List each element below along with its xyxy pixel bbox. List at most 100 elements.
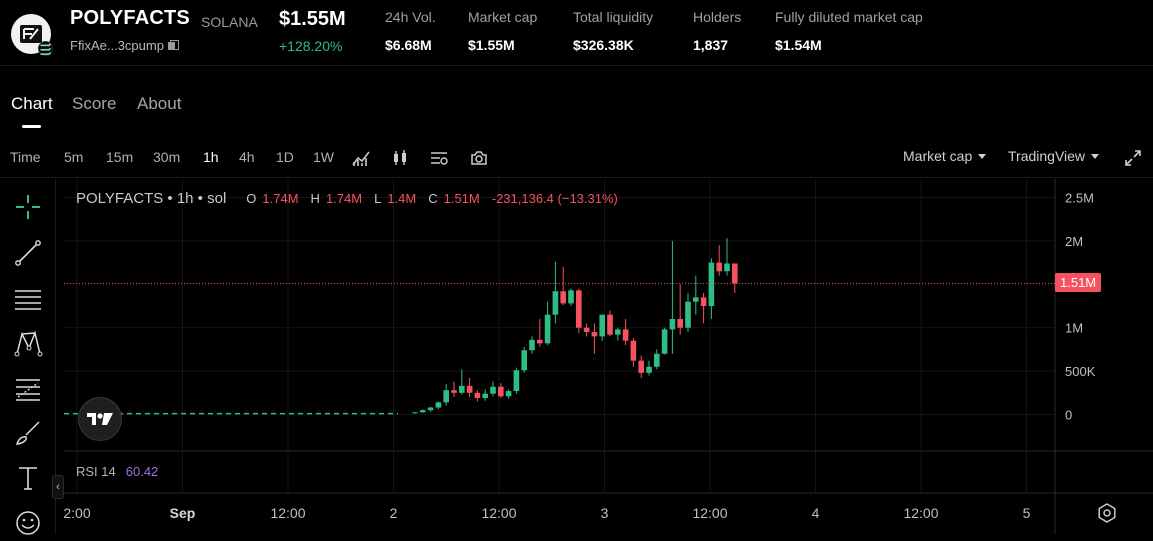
- token-price: $1.55M: [279, 8, 346, 30]
- chart-type-dropdown-label: TradingView: [1008, 148, 1086, 164]
- y-axis-tick-label: 2M: [1065, 234, 1083, 249]
- candle-body: [568, 290, 574, 304]
- pattern-tool[interactable]: [10, 325, 46, 361]
- timeframe-30m[interactable]: 30m: [153, 149, 181, 165]
- copy-icon[interactable]: [167, 40, 179, 51]
- stat-24h-vol: 24h Vol. $6.68M: [385, 9, 436, 53]
- metric-dropdown-label: Market cap: [903, 148, 973, 164]
- y-axis-tick-label: 0: [1065, 408, 1072, 423]
- x-axis-tick-label: 12:00: [481, 505, 516, 521]
- candle-body: [661, 329, 668, 354]
- candle-body: [529, 339, 535, 351]
- collapse-tools-button[interactable]: ‹: [52, 475, 64, 499]
- candle-body: [630, 340, 637, 361]
- crosshair-icon: [16, 195, 40, 219]
- token-chain: SOLANA: [201, 14, 258, 30]
- timeframe-1w[interactable]: 1W: [313, 149, 334, 165]
- candle-body: [420, 410, 426, 413]
- tab-about[interactable]: About: [137, 94, 182, 113]
- y-axis-tick-label: 2.5M: [1065, 191, 1094, 206]
- candle-body: [576, 290, 582, 328]
- tab-chart[interactable]: Chart: [11, 94, 53, 113]
- candle-body: [537, 339, 543, 344]
- legend-close-label: C: [428, 191, 438, 206]
- timeframe-5m[interactable]: 5m: [64, 149, 84, 165]
- active-tab-indicator: [22, 125, 41, 128]
- chart-settings-icon[interactable]: [1096, 502, 1118, 524]
- chart-toolbar: Time 5m 15m 30m 1h 4h 1D 1W Market cap T…: [0, 138, 1153, 178]
- x-axis-tick-label: 12:00: [903, 505, 938, 521]
- stat-fdv: Fully diluted market cap $1.54M: [775, 9, 923, 53]
- candle-body: [646, 366, 652, 373]
- trend-line-icon: [15, 240, 41, 266]
- token-address[interactable]: FfixAe...3cpump: [70, 38, 179, 53]
- chevron-down-icon: [1091, 153, 1100, 159]
- timeframe-4h[interactable]: 4h: [239, 149, 255, 165]
- y-axis-tick-label: 1M: [1065, 321, 1083, 336]
- x-axis-tick-label: 4: [812, 505, 820, 521]
- rsi-value: 60.42: [125, 464, 159, 479]
- x-axis-tick-label: Sep: [170, 505, 196, 521]
- candle-body: [708, 262, 715, 306]
- crosshair-tool[interactable]: [10, 189, 46, 225]
- timeframe-1h[interactable]: 1h: [203, 149, 219, 165]
- x-axis-tick-label: 3: [601, 505, 609, 521]
- metric-dropdown[interactable]: Market cap: [903, 148, 987, 164]
- candle-body: [505, 391, 512, 397]
- candle-body: [607, 314, 613, 335]
- settings-list-icon[interactable]: [430, 149, 448, 167]
- horizontal-lines-tool[interactable]: [10, 280, 46, 316]
- last-price-tag: 1.51M: [1055, 273, 1102, 293]
- candle-body: [552, 291, 559, 315]
- legend-symbol: POLYFACTS • 1h • sol: [76, 190, 227, 207]
- candlestick-chart[interactable]: 2:00 Sep 12:00 2 12:00 3 12:00 4 12:00 5 2.5M 2M 1M 5…: [64, 179, 1153, 534]
- chart-area[interactable]: 2:00 Sep 12:00 2 12:00 3 12:00 4 12:00 5 2.5M 2M 1M 5…: [64, 179, 1153, 534]
- legend-change: -231,136.4 (−13.31%): [491, 191, 618, 206]
- token-logo: [11, 14, 53, 56]
- candle-body: [599, 314, 605, 337]
- x-axis-tick-label: 5: [1023, 505, 1031, 521]
- trend-line-tool[interactable]: [10, 235, 46, 271]
- candle-body: [693, 297, 699, 302]
- candle-style-icon[interactable]: [391, 149, 409, 167]
- timeframe-time[interactable]: Time: [10, 149, 41, 165]
- candle-body: [700, 297, 707, 306]
- view-tabs: Chart Score About: [0, 67, 1153, 129]
- text-tool[interactable]: [10, 460, 46, 496]
- candle-body: [459, 385, 465, 393]
- candle-body: [513, 370, 520, 392]
- chart-type-dropdown[interactable]: TradingView: [1008, 148, 1100, 164]
- x-axis-tick-label: 2:00: [64, 505, 91, 521]
- x-axis-tick-label: 12:00: [270, 505, 305, 521]
- stat-label: Holders: [693, 9, 742, 25]
- price-change: +128.20%: [279, 38, 343, 54]
- horizontal-lines-icon: [15, 290, 41, 310]
- stat-label: 24h Vol.: [385, 9, 436, 25]
- drawing-tools-sidebar: [0, 179, 56, 535]
- tradingview-logo[interactable]: [78, 397, 122, 441]
- fullscreen-icon[interactable]: [1124, 149, 1142, 167]
- candle-body: [583, 327, 590, 333]
- candle-body: [638, 360, 644, 373]
- text-icon: [19, 467, 37, 490]
- legend-close: 1.51M: [443, 191, 480, 206]
- brush-icon: [15, 421, 40, 445]
- tab-score[interactable]: Score: [72, 94, 117, 113]
- stat-value: $6.68M: [385, 37, 432, 53]
- legend-open-label: O: [246, 191, 257, 206]
- timeframe-1d[interactable]: 1D: [276, 149, 294, 165]
- legend-low-label: L: [374, 191, 382, 206]
- token-header: POLYFACTS SOLANA FfixAe...3cpump $1.55M …: [0, 0, 1153, 66]
- candle-body: [716, 262, 722, 272]
- stat-label: Market cap: [468, 9, 538, 25]
- emoji-tool[interactable]: [10, 505, 46, 541]
- camera-icon[interactable]: [470, 149, 488, 167]
- chevron-down-icon: [978, 153, 987, 159]
- token-address-text: FfixAe...3cpump: [70, 38, 164, 53]
- brush-tool[interactable]: [10, 415, 46, 451]
- timeframe-15m[interactable]: 15m: [106, 149, 134, 165]
- indicators-icon[interactable]: [352, 149, 370, 167]
- candle-body: [427, 407, 434, 411]
- fib-tool[interactable]: [10, 370, 46, 406]
- stat-label: Total liquidity: [573, 9, 654, 25]
